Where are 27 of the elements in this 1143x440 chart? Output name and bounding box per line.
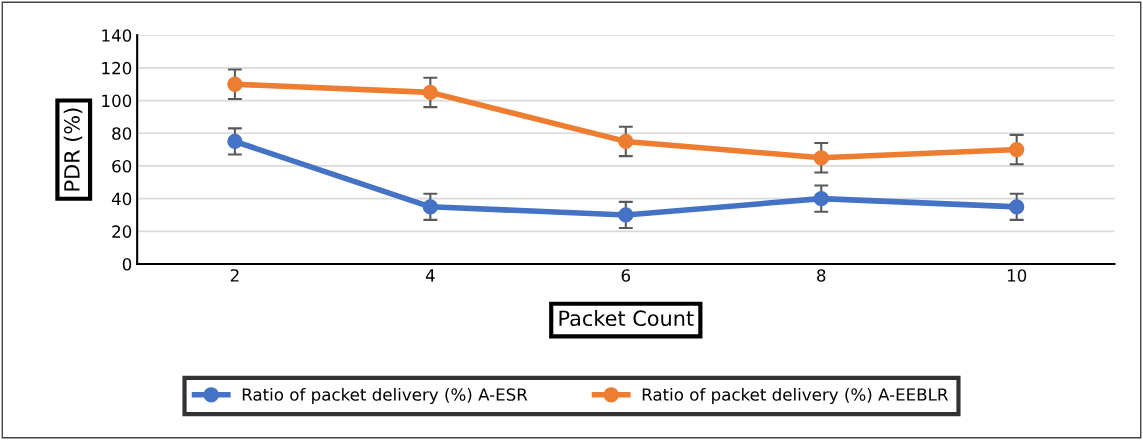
y-tick-label: 100 xyxy=(102,94,132,108)
point xyxy=(618,133,634,150)
y-tick-label: 120 xyxy=(102,61,132,75)
y-tick-label: 40 xyxy=(111,192,132,206)
y-tick-label: 80 xyxy=(112,127,132,140)
y-tick-label: 140 xyxy=(102,29,132,42)
y-tick-label: 60 xyxy=(112,159,132,173)
x-tick-label: 6 xyxy=(621,269,631,282)
legend-label: Ratio of packet delivery (%) A-EEBLR xyxy=(642,387,948,405)
y-tick-label: 0 xyxy=(122,257,132,271)
point xyxy=(422,199,438,215)
point xyxy=(227,133,243,150)
point xyxy=(227,76,243,92)
point xyxy=(1009,199,1025,215)
point xyxy=(618,207,634,223)
x-tick-label: 8 xyxy=(817,269,826,282)
x-tick-label: 10 xyxy=(1007,269,1027,282)
x-axis-title: Packet Count xyxy=(559,309,694,327)
y-axis-title: PDR (%) xyxy=(63,108,83,191)
point xyxy=(813,190,829,207)
point xyxy=(1009,141,1025,158)
y-tick-label: 20 xyxy=(112,225,132,238)
x-tick-label: 2 xyxy=(230,269,239,282)
point xyxy=(813,150,829,166)
x-tick-label: 4 xyxy=(425,269,435,282)
legend-label: Ratio of packet delivery (%) A-ESR xyxy=(242,387,528,405)
point xyxy=(422,84,438,101)
